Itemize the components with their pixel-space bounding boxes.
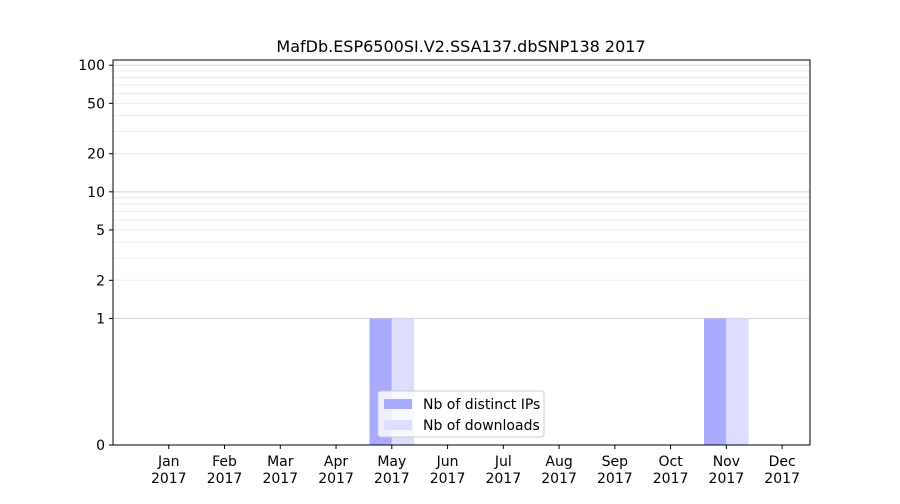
grid-lines [113, 64, 810, 319]
legend-swatch [384, 399, 412, 409]
y-tick-label: 2 [96, 273, 105, 289]
x-tick-label: Aug 2017 [541, 454, 577, 487]
x-tick-label: Jun 2017 [430, 454, 466, 487]
y-tick-label: 5 [96, 223, 105, 239]
legend-box [377, 390, 545, 438]
y-tick-label: 10 [87, 185, 105, 201]
legend-swatch [384, 420, 412, 430]
y-tick-label: 0 [96, 438, 105, 454]
x-tick-label: Mar 2017 [262, 454, 298, 487]
y-tick-label: 100 [78, 58, 105, 74]
bar-distinct-ips [704, 318, 727, 445]
bar-downloads [726, 318, 749, 445]
bars [369, 318, 749, 445]
x-axis: Jan 2017 Feb 2017 Mar 2017 Apr 2017 May 2017 Jun 20… [151, 445, 800, 487]
x-tick-label: May 2017 [374, 454, 410, 487]
y-tick-label: 1 [96, 311, 105, 327]
x-tick-label: Sep 2017 [597, 454, 633, 487]
x-tick-label: Apr 2017 [318, 454, 354, 487]
plot-frame [112, 59, 811, 446]
legend: Nb of distinct IPs Nb of downloads [377, 390, 545, 438]
x-tick-label: Oct 2017 [653, 454, 689, 487]
legend-label: Nb of downloads [423, 418, 540, 434]
x-tick-label: Jul 2017 [485, 454, 521, 487]
legend-label: Nb of distinct IPs [423, 397, 540, 413]
x-tick-label: Nov 2017 [709, 454, 745, 487]
y-tick-label: 50 [87, 96, 105, 112]
y-tick-label: 20 [87, 147, 105, 163]
x-tick-label: Jan 2017 [151, 454, 187, 487]
x-tick-label: Dec 2017 [764, 454, 800, 487]
x-tick-label: Feb 2017 [207, 454, 243, 487]
chart-title: MafDb.ESP6500SI.V2.SSA137.dbSNP138 2017 [276, 37, 645, 56]
y-axis: 0 1 2 5 10 20 50 100 [78, 58, 113, 454]
